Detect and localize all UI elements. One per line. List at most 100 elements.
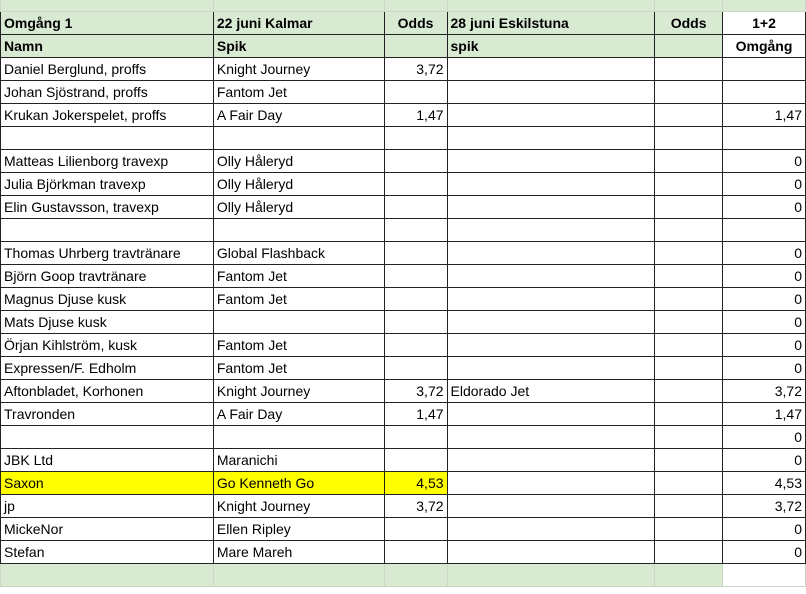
- cell[interactable]: [0, 563, 214, 587]
- cell[interactable]: [383, 241, 448, 265]
- cell[interactable]: Thomas Uhrberg travtränare: [0, 241, 214, 265]
- cell[interactable]: 0: [722, 149, 806, 173]
- cell[interactable]: [722, 0, 806, 12]
- cell[interactable]: Stefan: [0, 540, 214, 564]
- cell[interactable]: [383, 425, 448, 449]
- cell[interactable]: 1,47: [383, 103, 448, 127]
- cell[interactable]: Krukan Jokerspelet, proffs: [0, 103, 214, 127]
- cell[interactable]: Ellen Ripley: [212, 517, 385, 541]
- cell[interactable]: Olly Håleryd: [212, 149, 385, 173]
- cell[interactable]: Johan Sjöstrand, proffs: [0, 80, 214, 104]
- cell[interactable]: [654, 218, 724, 242]
- cell[interactable]: [0, 218, 214, 242]
- cell[interactable]: [722, 57, 806, 81]
- cell[interactable]: [383, 563, 448, 587]
- header-cell[interactable]: 22 juni Kalmar: [212, 11, 385, 35]
- cell[interactable]: Fantom Jet: [212, 80, 385, 104]
- cell[interactable]: [446, 80, 656, 104]
- cell[interactable]: [383, 218, 448, 242]
- cell[interactable]: 4,53: [722, 471, 806, 495]
- header-cell[interactable]: spik: [446, 34, 656, 58]
- cell[interactable]: [446, 310, 656, 334]
- cell[interactable]: A Fair Day: [212, 103, 385, 127]
- cell[interactable]: [383, 195, 448, 219]
- cell[interactable]: [722, 563, 806, 587]
- cell[interactable]: [654, 195, 724, 219]
- cell[interactable]: [0, 425, 214, 449]
- cell[interactable]: [654, 241, 724, 265]
- cell[interactable]: [654, 80, 724, 104]
- cell[interactable]: Knight Journey: [212, 57, 385, 81]
- cell[interactable]: [383, 448, 448, 472]
- cell[interactable]: 0: [722, 517, 806, 541]
- cell[interactable]: [446, 402, 656, 426]
- cell[interactable]: Fantom Jet: [212, 333, 385, 357]
- cell[interactable]: Magnus Djuse kusk: [0, 287, 214, 311]
- header-cell[interactable]: Omgång 1: [0, 11, 214, 35]
- cell[interactable]: [654, 333, 724, 357]
- cell[interactable]: [654, 471, 724, 495]
- cell[interactable]: [446, 149, 656, 173]
- cell[interactable]: [212, 425, 385, 449]
- cell[interactable]: jp: [0, 494, 214, 518]
- cell[interactable]: 3,72: [722, 379, 806, 403]
- cell[interactable]: Knight Journey: [212, 494, 385, 518]
- cell[interactable]: [383, 264, 448, 288]
- cell[interactable]: [383, 149, 448, 173]
- cell[interactable]: [654, 448, 724, 472]
- cell[interactable]: [446, 57, 656, 81]
- cell[interactable]: Örjan Kihlström, kusk: [0, 333, 214, 357]
- cell[interactable]: 0: [722, 425, 806, 449]
- cell[interactable]: Julia Björkman travexp: [0, 172, 214, 196]
- cell[interactable]: [654, 149, 724, 173]
- cell[interactable]: Aftonbladet, Korhonen: [0, 379, 214, 403]
- cell[interactable]: [383, 540, 448, 564]
- cell[interactable]: [383, 0, 448, 12]
- cell[interactable]: [654, 287, 724, 311]
- cell[interactable]: [446, 471, 656, 495]
- header-cell[interactable]: Odds: [383, 11, 448, 35]
- cell[interactable]: [212, 310, 385, 334]
- cell[interactable]: Global Flashback: [212, 241, 385, 265]
- cell[interactable]: [654, 402, 724, 426]
- cell[interactable]: Saxon: [0, 471, 214, 495]
- cell[interactable]: [446, 103, 656, 127]
- cell[interactable]: [446, 356, 656, 380]
- cell[interactable]: 0: [722, 333, 806, 357]
- cell[interactable]: 0: [722, 356, 806, 380]
- cell[interactable]: [446, 218, 656, 242]
- cell[interactable]: [654, 103, 724, 127]
- cell[interactable]: [446, 241, 656, 265]
- cell[interactable]: [446, 333, 656, 357]
- cell[interactable]: [212, 0, 385, 12]
- cell[interactable]: Mats Djuse kusk: [0, 310, 214, 334]
- cell[interactable]: [383, 172, 448, 196]
- cell[interactable]: [654, 494, 724, 518]
- cell[interactable]: Fantom Jet: [212, 287, 385, 311]
- cell[interactable]: [212, 126, 385, 150]
- cell[interactable]: [383, 356, 448, 380]
- header-cell[interactable]: 1+2: [722, 11, 806, 35]
- cell[interactable]: [654, 517, 724, 541]
- cell[interactable]: A Fair Day: [212, 402, 385, 426]
- cell[interactable]: Expressen/F. Edholm: [0, 356, 214, 380]
- cell[interactable]: Björn Goop travtränare: [0, 264, 214, 288]
- cell[interactable]: Eldorado Jet: [446, 379, 656, 403]
- cell[interactable]: Knight Journey: [212, 379, 385, 403]
- cell[interactable]: [654, 356, 724, 380]
- cell[interactable]: [722, 80, 806, 104]
- cell[interactable]: [722, 218, 806, 242]
- header-cell[interactable]: [654, 34, 724, 58]
- header-cell[interactable]: Odds: [654, 11, 724, 35]
- cell[interactable]: 0: [722, 448, 806, 472]
- cell[interactable]: [654, 310, 724, 334]
- cell[interactable]: 3,72: [722, 494, 806, 518]
- cell[interactable]: 3,72: [383, 379, 448, 403]
- cell[interactable]: JBK Ltd: [0, 448, 214, 472]
- cell[interactable]: 1,47: [722, 103, 806, 127]
- cell[interactable]: 1,47: [722, 402, 806, 426]
- cell[interactable]: [654, 57, 724, 81]
- cell[interactable]: [212, 218, 385, 242]
- cell[interactable]: [654, 126, 724, 150]
- header-cell[interactable]: 28 juni Eskilstuna: [446, 11, 656, 35]
